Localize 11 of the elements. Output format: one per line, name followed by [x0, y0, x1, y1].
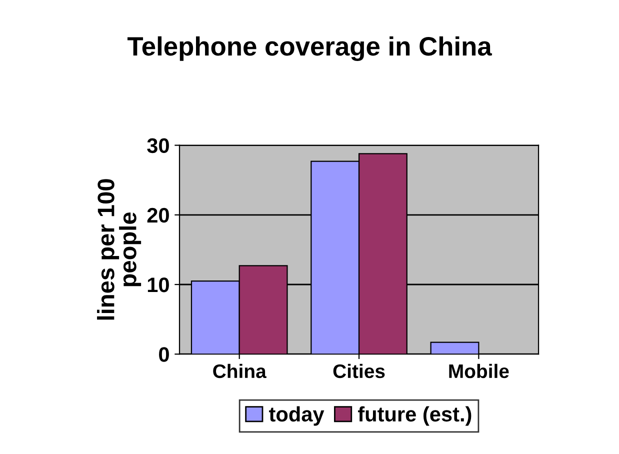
- legend-label: future (est.): [358, 406, 472, 426]
- y-tick-label: 20: [147, 208, 169, 223]
- chart-title: Telephone coverage in China: [127, 36, 492, 62]
- y-axis-title: lines per 100 people: [97, 179, 142, 320]
- legend-label: today: [269, 406, 324, 426]
- x-tick-label: Mobile: [449, 364, 509, 378]
- y-tick-label: 0: [159, 347, 169, 362]
- y-tick-label: 30: [147, 138, 169, 154]
- x-tick-label: China: [213, 364, 266, 378]
- y-tick-label: 10: [148, 278, 169, 292]
- x-tick-label: Cities: [333, 364, 385, 378]
